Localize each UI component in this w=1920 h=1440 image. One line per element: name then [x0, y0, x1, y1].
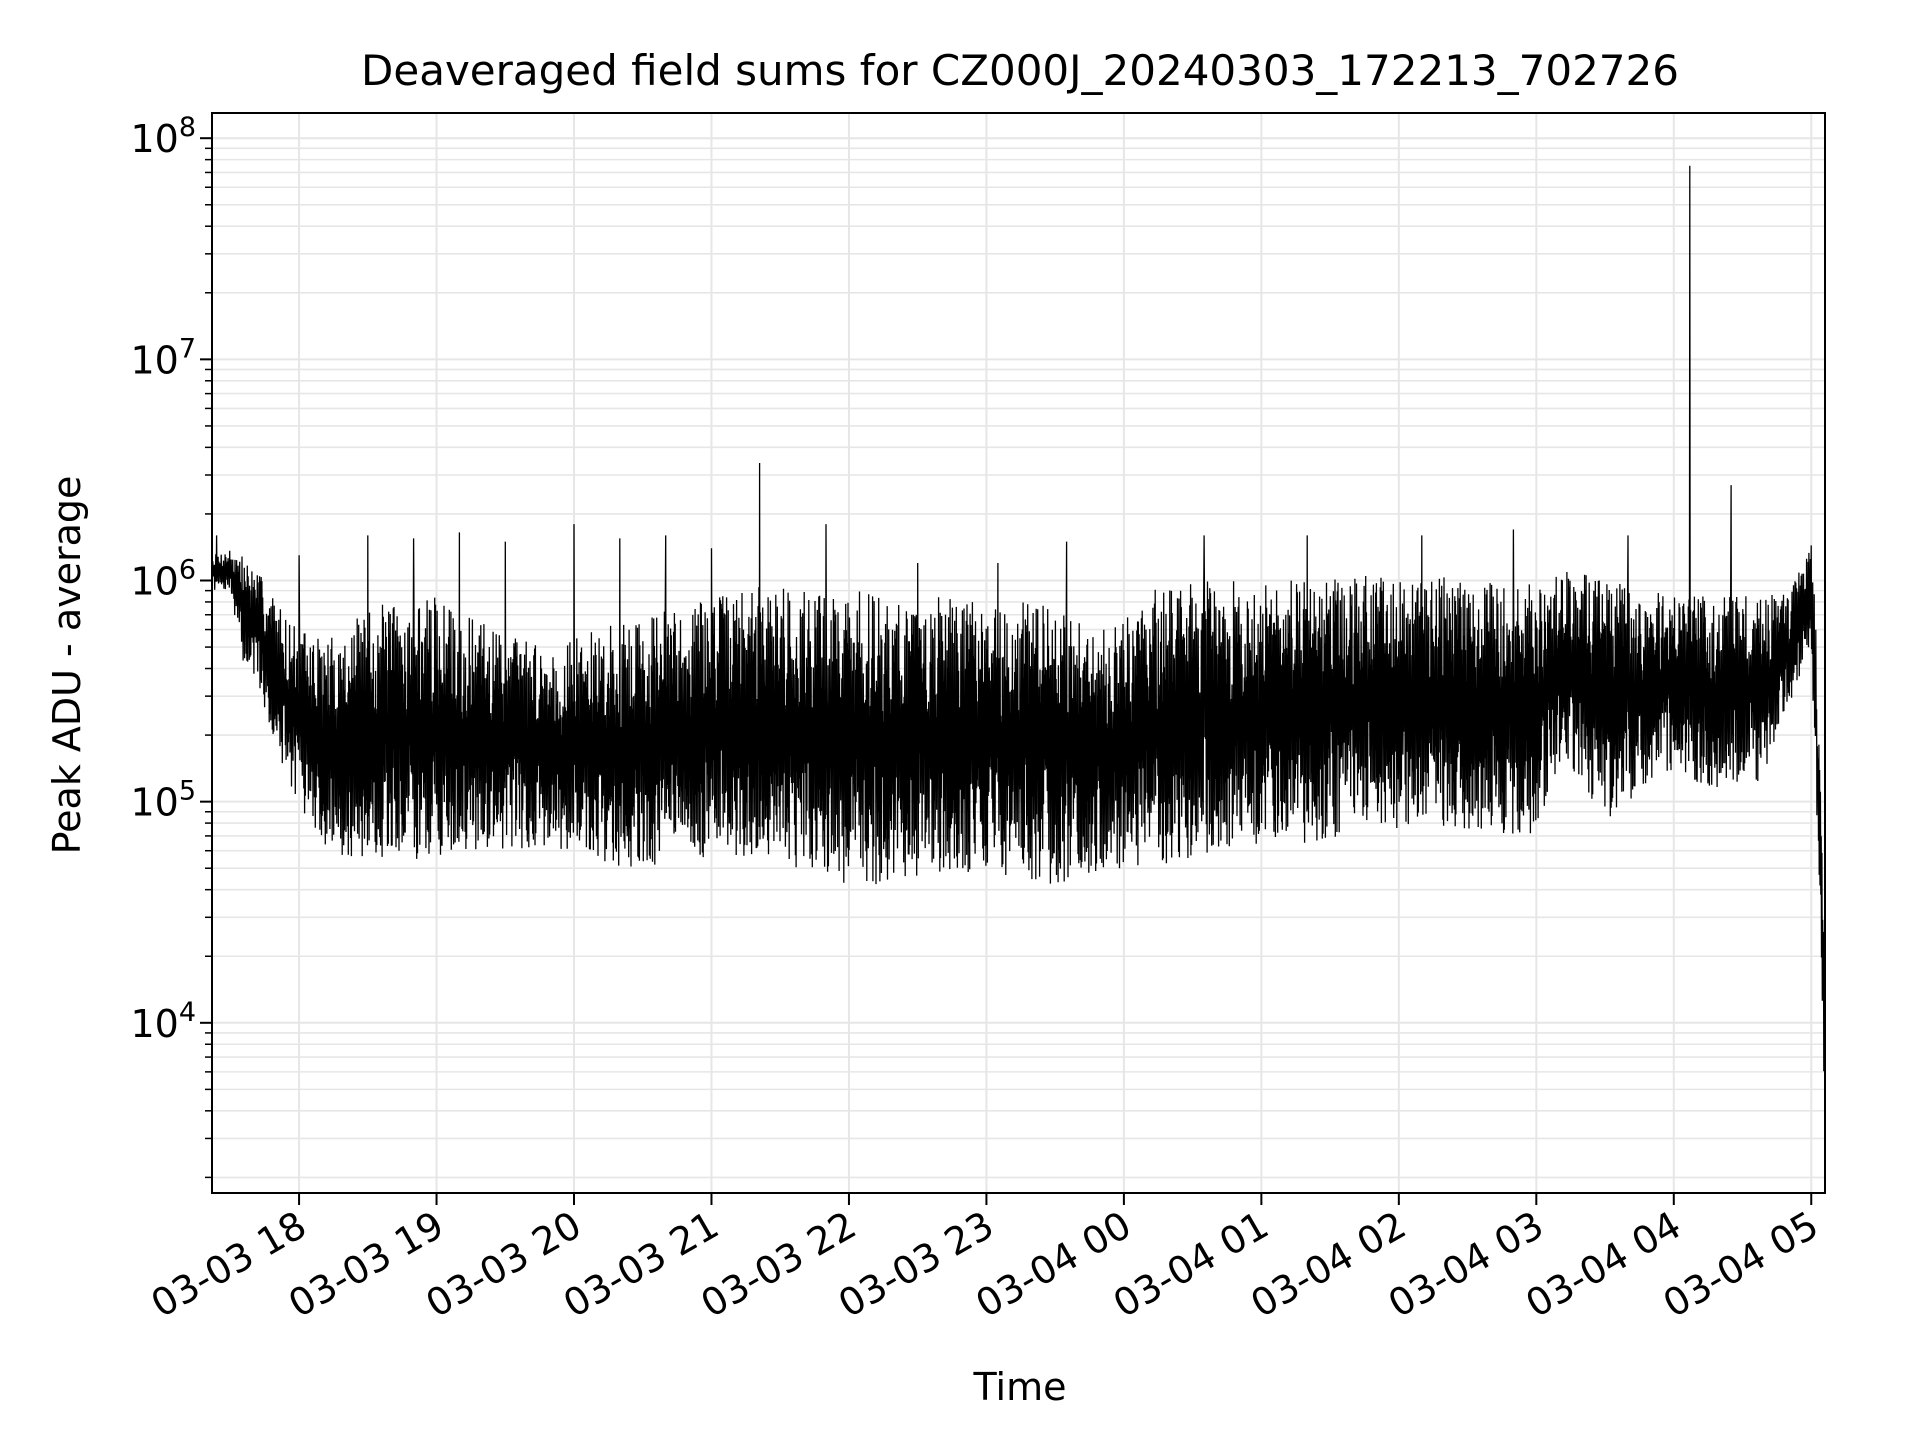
y-axis-ticks: 104 105 106 107 108 — [130, 112, 212, 1179]
x-tick-label: 03-03 19 — [281, 1203, 451, 1327]
x-tick-label: 03-04 03 — [1381, 1203, 1551, 1327]
series-line-group — [211, 165, 1826, 1072]
x-tick-label: 03-03 21 — [556, 1203, 726, 1327]
x-tick-label: 03-03 23 — [831, 1203, 1001, 1327]
x-tick-label: 03-03 20 — [419, 1203, 589, 1327]
x-tick-label: 03-03 18 — [144, 1203, 314, 1327]
y-tick-label: 104 — [130, 997, 196, 1046]
plot-area-frame — [211, 112, 1826, 1194]
x-tick-label: 03-04 00 — [968, 1203, 1138, 1327]
x-tick-label: 03-04 01 — [1106, 1203, 1276, 1327]
y-tick-label: 108 — [130, 112, 196, 161]
x-tick-label: 03-04 04 — [1518, 1203, 1688, 1327]
y-tick-label: 107 — [130, 333, 196, 382]
series-line — [211, 165, 1826, 1072]
x-axis-label: Time — [973, 1365, 1067, 1409]
chart-title: Deaveraged field sums for CZ000J_2024030… — [361, 46, 1679, 95]
y-axis-label: Peak ADU - average — [45, 476, 89, 855]
x-tick-label: 03-03 22 — [693, 1203, 863, 1327]
x-tick-label: 03-04 05 — [1656, 1203, 1826, 1327]
y-tick-label: 105 — [130, 776, 196, 825]
y-tick-label: 106 — [130, 555, 196, 604]
x-tick-label: 03-04 02 — [1243, 1203, 1413, 1327]
